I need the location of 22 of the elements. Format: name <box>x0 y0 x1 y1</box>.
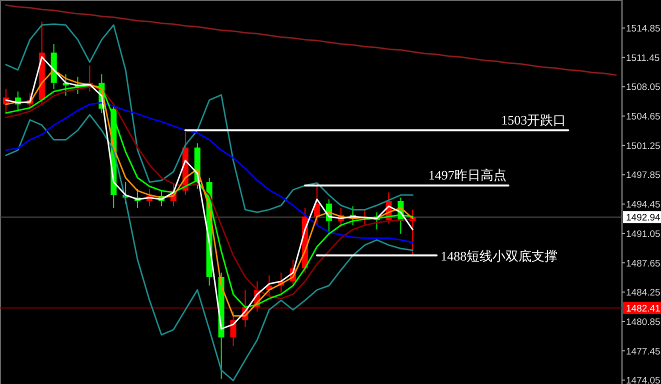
ref-line-label: 1492.94 <box>626 212 660 224</box>
y-tick-label: 1487.65 <box>626 258 660 270</box>
y-tick-label: 1491.05 <box>626 228 660 240</box>
y-tick-label: 1484.25 <box>626 288 660 299</box>
y-tick-label: 1508.05 <box>626 82 660 94</box>
series-label: 1503开跌口 <box>501 112 566 128</box>
y-tick-label: 1477.45 <box>626 346 660 358</box>
y-tick-label: 1497.85 <box>626 170 660 182</box>
series-label: 1497昨日高点 <box>428 168 506 183</box>
y-tick-label: 1504.65 <box>626 112 660 123</box>
y-tick-label: 1501.25 <box>626 140 660 152</box>
y-tick-label: 1474.05 <box>626 376 660 384</box>
series-label: 1488短线小双底支撑 <box>440 248 558 264</box>
y-tick-label: 1514.85 <box>626 24 660 35</box>
line-series <box>5 114 414 382</box>
line-series <box>5 102 414 244</box>
line-series <box>5 4 617 76</box>
ref-line-label: 1482.41 <box>626 303 660 314</box>
y-tick-label: 1480.85 <box>626 316 660 328</box>
candlestick <box>230 311 236 347</box>
y-tick-label: 1494.45 <box>626 200 660 211</box>
y-tick-label: 1511.45 <box>626 52 660 64</box>
